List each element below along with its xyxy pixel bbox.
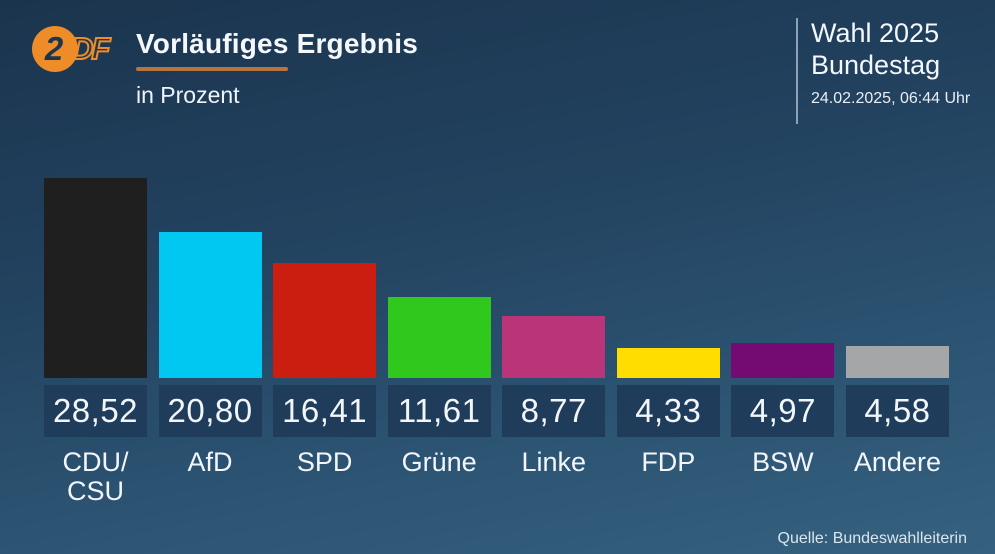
election-title-line2: Bundestag [811, 49, 941, 80]
bar-column: 4,97 BSW [731, 178, 835, 506]
bar-column: 11,61 Grüne [387, 178, 491, 506]
value-box: 16,41 [273, 385, 377, 437]
page-subtitle: in Prozent [136, 82, 240, 108]
bar-area [387, 178, 491, 378]
bar-area [616, 178, 720, 378]
bar-area [845, 178, 949, 378]
election-title-line1: Wahl 2025 [811, 18, 940, 48]
zdf-logo-circle: 2 [32, 26, 78, 72]
bar [387, 297, 491, 378]
bar-label: Linke [521, 447, 587, 477]
bar-column: 16,41 SPD [273, 178, 377, 506]
bar-label: AfD [187, 447, 233, 477]
value-box: 28,52 [44, 385, 147, 437]
zdf-logo-circle-char: 2 [44, 30, 64, 67]
title-block: Vorläufiges Ergebnis in Prozent [136, 28, 418, 109]
value-box: 4,58 [845, 385, 949, 437]
bar [731, 343, 835, 378]
bar-chart: 28,52 CDU/ CSU 20,80 AfD 16,41 SPD 11,61 Grüne 8… [44, 178, 949, 506]
bar-area [44, 178, 147, 378]
bar-area [273, 178, 377, 378]
bar-label: FDP [641, 447, 696, 477]
bar [502, 316, 606, 378]
bar-column: 28,52 CDU/ CSU [44, 178, 147, 506]
bar-area [731, 178, 835, 378]
bar [616, 348, 720, 378]
bar-label: BSW [752, 447, 814, 477]
title-underline [136, 67, 288, 71]
value-box: 8,77 [502, 385, 606, 437]
page-title: Vorläufiges Ergebnis [136, 28, 418, 59]
bar-column: 8,77 Linke [502, 178, 606, 506]
bar [273, 263, 377, 378]
bar-column: 4,33 FDP [616, 178, 720, 506]
bar-column: 4,58 Andere [845, 178, 949, 506]
value-box: 4,97 [731, 385, 835, 437]
zdf-logo-letters: DF [70, 30, 111, 67]
zdf-logo: 2 DF [32, 25, 111, 73]
bar-label: Andere [853, 447, 941, 477]
source-credit: Quelle: Bundeswahlleiterin [777, 530, 967, 547]
bar-label: CDU/ CSU [62, 447, 129, 507]
timestamp: 24.02.2025, 06:44 Uhr [811, 89, 971, 107]
bar [845, 346, 949, 378]
bar-area [158, 178, 262, 378]
value-box: 4,33 [616, 385, 720, 437]
election-info-block: Wahl 2025 Bundestag 24.02.2025, 06:44 Uh… [796, 18, 970, 124]
bar [44, 178, 147, 378]
bar-label: SPD [296, 447, 353, 477]
bar-label: Grüne [401, 447, 477, 477]
bar-area [502, 178, 606, 378]
value-box: 11,61 [387, 385, 491, 437]
value-box: 20,80 [158, 385, 262, 437]
bar [158, 232, 262, 378]
bar-column: 20,80 AfD [158, 178, 262, 506]
